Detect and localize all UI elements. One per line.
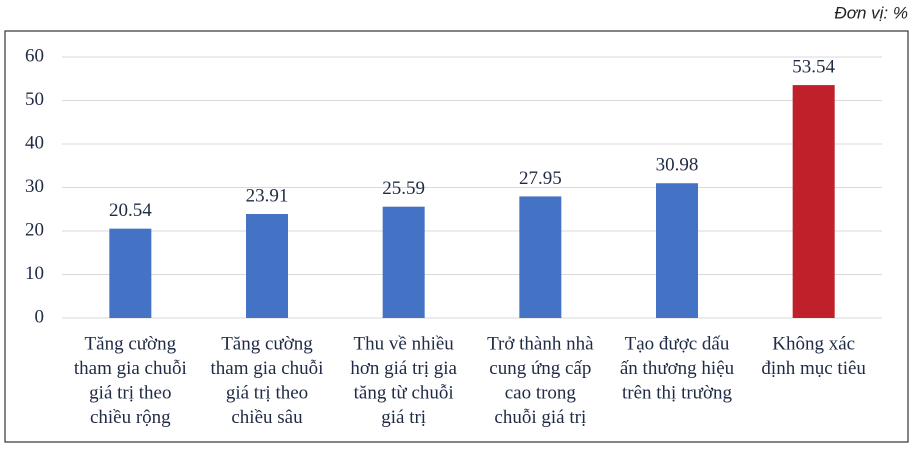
x-tick-label: ấn thương hiệu [620,358,735,379]
x-tick-label: cung ứng cấp [489,358,591,379]
unit-label: Đơn vị: % [834,3,908,22]
value-label: 25.59 [382,178,425,199]
y-tick-label: 0 [35,306,45,327]
x-tick-label: giá trị [381,407,426,428]
bar [382,206,425,318]
y-tick-label: 30 [25,176,44,197]
x-tick-label: Tăng cường [85,333,177,354]
value-label: 23.91 [246,185,289,206]
x-tick-label: chiều sâu [231,407,303,428]
y-tick-label: 50 [25,89,44,110]
x-tick-label: trên thị trường [622,382,733,403]
x-tick-label: tham gia chuỗi [74,358,187,379]
x-tick-label: chiều rộng [90,407,171,428]
bar [656,183,698,318]
bar [519,196,562,318]
y-tick-label: 40 [25,132,44,153]
chart-frame [4,30,909,443]
y-tick-label: 10 [25,263,44,284]
value-label: 27.95 [519,168,562,189]
x-tick-label: giá trị theo [89,382,171,403]
x-tick-label: Thu về nhiều [354,333,455,354]
x-tick-label: cao trong [505,382,577,403]
bar [109,228,152,318]
x-tick-label: định mục tiêu [761,358,866,379]
x-tick-label: Tăng cường [221,333,313,354]
x-tick-label: chuỗi giá trị [494,407,586,428]
bar [246,213,288,318]
x-tick-label: Tạo được dấu [625,333,730,354]
y-tick-label: 60 [25,45,44,66]
y-tick-label: 20 [25,219,44,240]
x-tick-label: Không xác [772,333,855,354]
value-label: 30.98 [656,155,699,176]
x-tick-label: tăng từ chuỗi [354,382,454,403]
x-tick-label: Trở thành nhà [487,333,594,354]
value-label: 53.54 [792,56,835,77]
value-label: 20.54 [109,200,152,221]
x-tick-label: tham gia chuỗi [211,358,324,379]
bar [792,85,835,318]
x-tick-label: hơn giá trị gia [350,358,457,379]
x-tick-label: giá trị theo [226,382,308,403]
